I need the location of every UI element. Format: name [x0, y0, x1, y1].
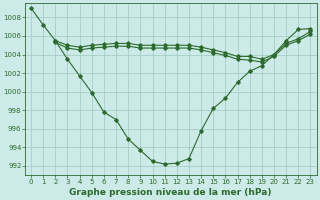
X-axis label: Graphe pression niveau de la mer (hPa): Graphe pression niveau de la mer (hPa): [69, 188, 272, 197]
